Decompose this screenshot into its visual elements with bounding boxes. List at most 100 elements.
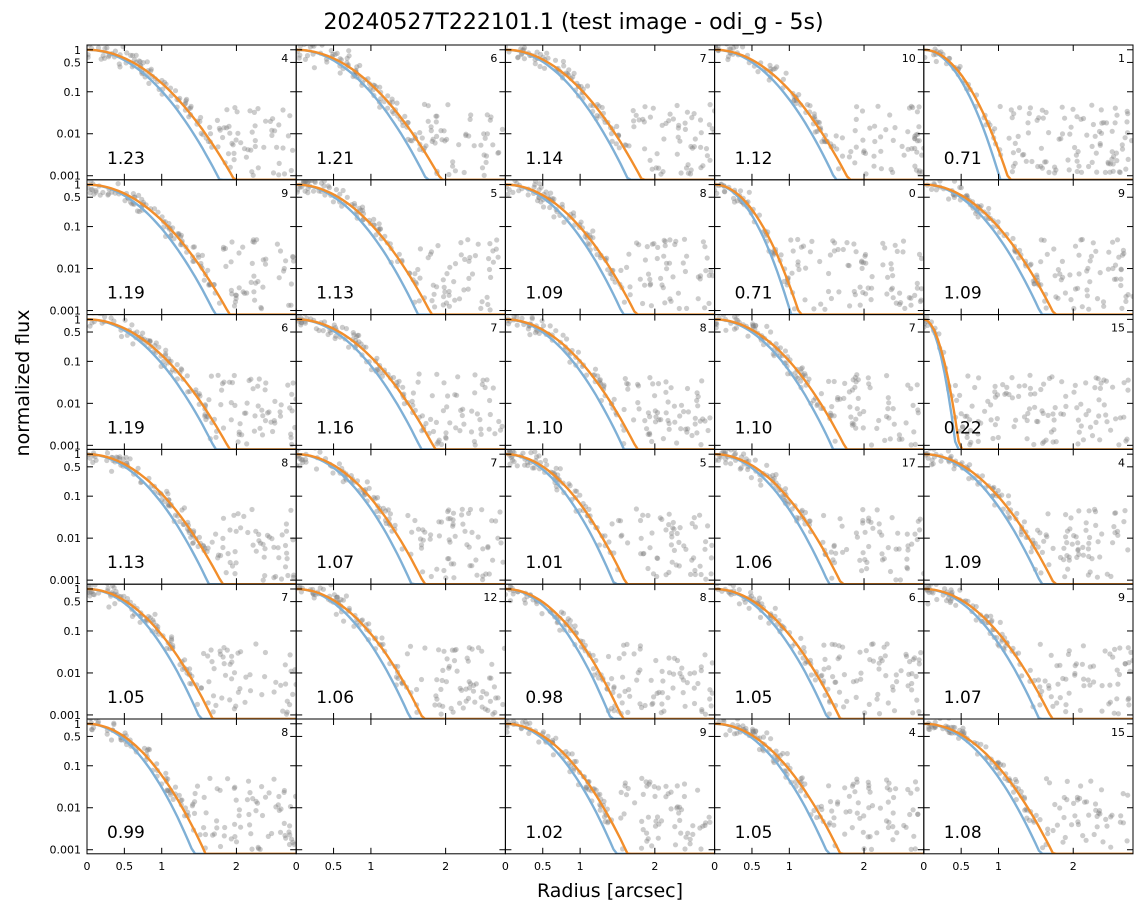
data-point — [994, 416, 1000, 422]
data-point — [860, 507, 866, 513]
data-point — [113, 454, 119, 460]
data-point — [410, 402, 416, 408]
data-point — [964, 430, 970, 436]
data-point — [1112, 530, 1118, 536]
data-point — [1125, 547, 1131, 553]
data-point — [223, 570, 229, 576]
data-point — [778, 252, 784, 258]
data-point — [493, 695, 499, 701]
data-point — [244, 400, 250, 406]
data-point — [419, 413, 425, 419]
data-point — [245, 147, 251, 153]
data-point — [883, 818, 890, 824]
data-point — [311, 65, 317, 71]
data-point — [872, 138, 878, 145]
data-point — [229, 380, 235, 386]
data-point — [798, 788, 804, 794]
data-point — [440, 703, 446, 709]
data-point — [1075, 285, 1081, 291]
data-point — [912, 133, 918, 139]
data-point — [338, 597, 344, 603]
data-point — [1062, 574, 1068, 580]
data-point — [87, 323, 93, 329]
data-point — [87, 719, 93, 722]
data-point — [210, 693, 217, 699]
data-point — [684, 253, 690, 259]
data-point — [521, 45, 528, 51]
data-point — [135, 465, 141, 471]
data-point — [1011, 789, 1017, 795]
data-point — [106, 604, 112, 610]
data-point — [486, 571, 492, 577]
data-point — [489, 661, 495, 667]
data-point — [293, 793, 297, 799]
data-point — [267, 118, 273, 124]
data-point — [450, 517, 456, 523]
data-point — [210, 832, 216, 838]
data-point — [860, 289, 866, 296]
panel-frame — [295, 718, 506, 855]
data-point — [665, 399, 671, 405]
data-point — [512, 179, 518, 184]
data-point — [300, 444, 305, 449]
data-point — [728, 461, 734, 467]
data-point — [567, 483, 573, 489]
data-point — [1057, 695, 1063, 701]
data-point — [799, 775, 805, 781]
data-point — [1097, 554, 1103, 560]
data-point — [279, 532, 285, 538]
data-point — [737, 188, 744, 194]
data-point — [427, 251, 434, 257]
data-point — [174, 362, 180, 368]
data-point — [1071, 800, 1077, 807]
data-point — [732, 314, 738, 320]
y-tick-label: 1 — [74, 718, 81, 731]
data-point — [495, 695, 501, 701]
data-point — [445, 393, 451, 399]
data-point — [241, 410, 248, 416]
data-point — [380, 641, 386, 647]
data-point — [497, 509, 503, 515]
data-point — [287, 113, 293, 119]
data-point — [374, 355, 380, 361]
data-point — [1125, 377, 1131, 383]
data-point — [661, 136, 667, 142]
data-point — [893, 577, 899, 583]
data-point — [1115, 711, 1121, 717]
data-point — [830, 674, 836, 680]
data-point — [520, 450, 526, 456]
data-point — [446, 537, 452, 543]
data-point — [733, 39, 738, 44]
data-point — [934, 596, 940, 603]
data-point — [248, 279, 254, 285]
data-point — [1009, 115, 1015, 121]
data-point — [254, 800, 261, 806]
data-point — [1035, 419, 1041, 425]
data-point — [270, 428, 276, 435]
data-point — [802, 371, 808, 377]
data-point — [184, 373, 190, 379]
data-point — [463, 686, 469, 692]
data-point — [967, 427, 974, 434]
data-point — [782, 486, 789, 492]
data-point — [994, 392, 1001, 398]
data-point — [865, 518, 872, 524]
data-point — [333, 611, 339, 617]
data-point — [1075, 546, 1081, 553]
data-point — [673, 562, 679, 568]
data-point — [489, 518, 495, 524]
data-point — [1123, 438, 1129, 444]
data-point — [905, 382, 911, 388]
data-point — [1083, 520, 1089, 526]
data-point — [832, 240, 838, 246]
data-point — [654, 690, 660, 697]
data-point — [1076, 551, 1082, 558]
data-point — [263, 118, 269, 124]
data-point — [694, 397, 700, 404]
data-point — [1032, 391, 1038, 397]
y-tick-label: 0.01 — [57, 802, 82, 815]
data-point — [179, 507, 185, 513]
data-point — [1065, 566, 1071, 572]
